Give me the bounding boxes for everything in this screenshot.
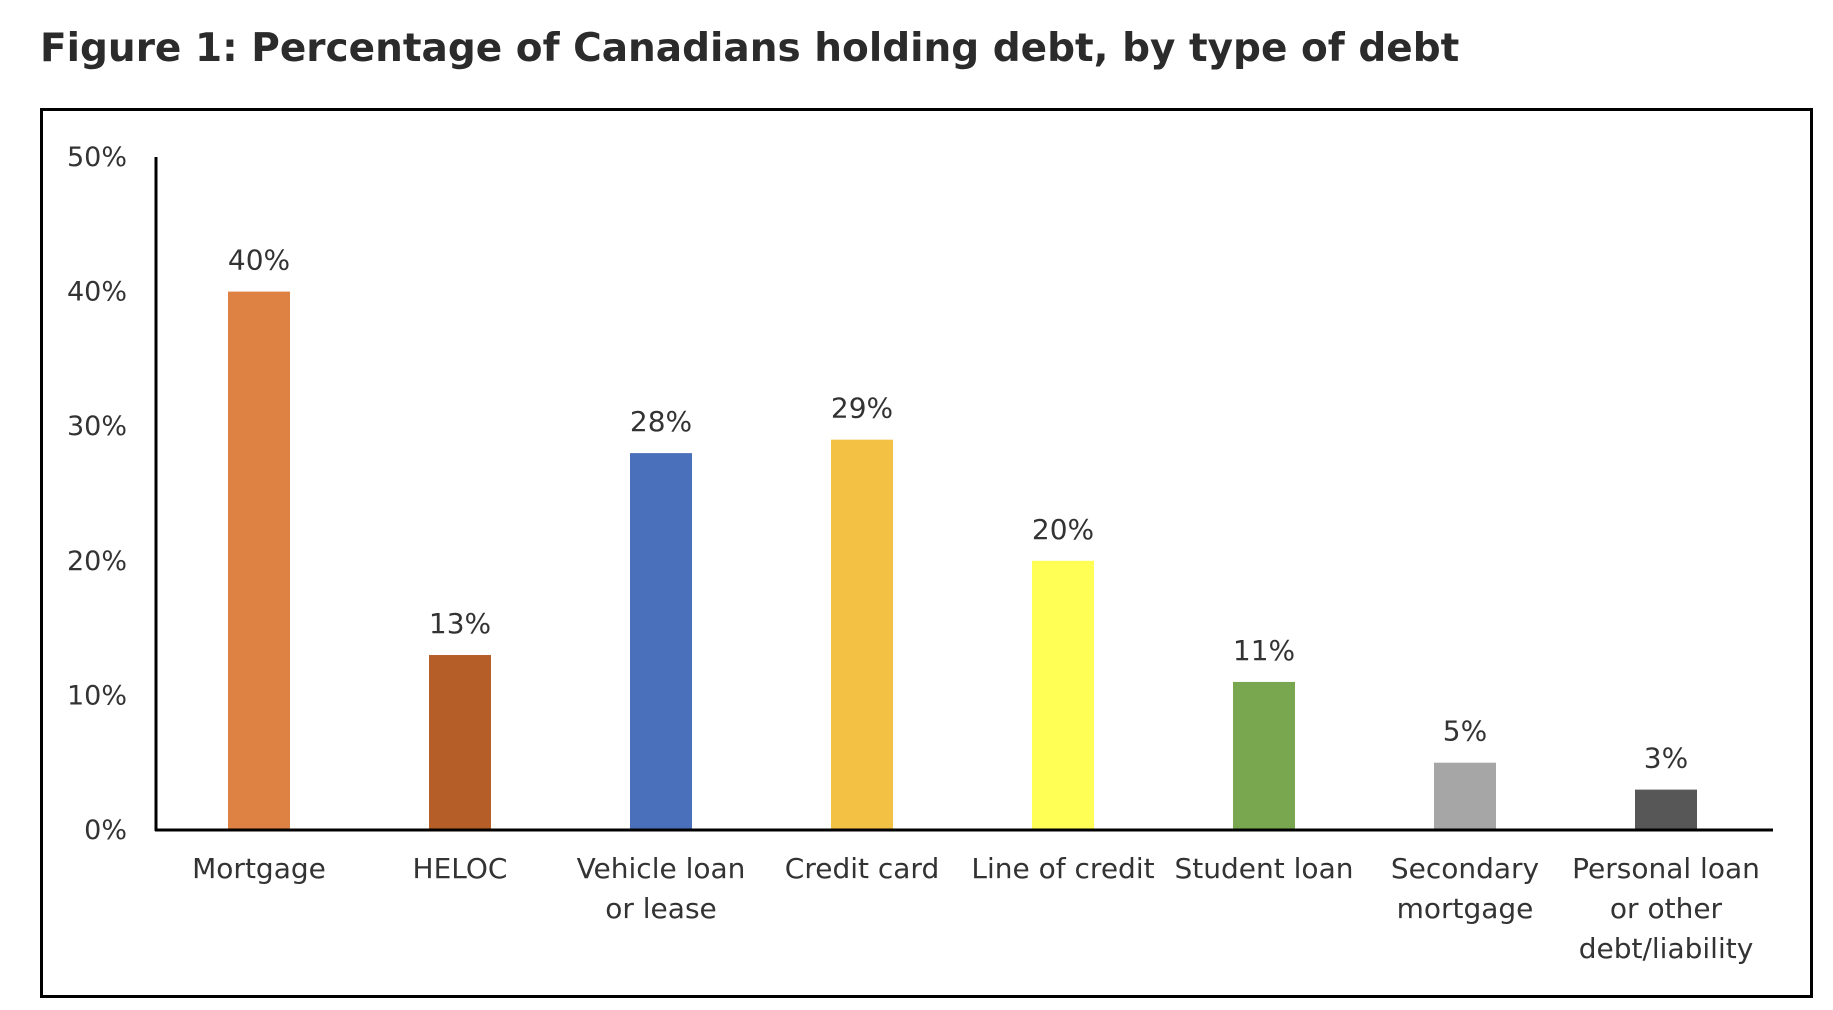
bar [228,291,290,831]
data-label: 5% [1443,715,1487,748]
y-tick-label: 40% [67,277,127,308]
x-tick-label: HELOC [413,852,508,885]
bar [429,655,491,830]
x-tick-label: Student loan [1175,852,1354,885]
x-tick-label: Secondary mortgage [1391,852,1539,925]
data-label: 28% [630,405,692,438]
data-label: 11% [1233,634,1295,667]
data-label: 29% [831,392,893,425]
data-labels: 40% 13% 28% 29% 20% 11% 5% 3% [228,244,1688,775]
data-label: 3% [1644,742,1688,775]
x-tick-label: Personal loan or other debt/liability [1572,852,1760,965]
y-axis-ticks: 0% 10% 20% 30% 40% 50% [67,142,127,846]
bar [1233,681,1295,830]
x-axis-labels: Mortgage HELOC Vehicle loan or lease Credit … [192,852,1760,965]
x-tick-label: Vehicle loan or lease [577,852,746,925]
data-label: 40% [228,244,290,277]
y-tick-label: 50% [67,142,127,173]
chart-frame: 0% 10% 20% 30% 40% 50% 40% 13% 28% 29% 20% 11% 5% 3%… [40,108,1813,998]
bar [831,439,893,830]
figure-title: Figure 1: Percentage of Canadians holdin… [40,26,1460,71]
x-tick-label: Mortgage [192,852,326,885]
bar [1032,560,1094,830]
bar [630,453,692,830]
y-tick-label: 20% [67,546,127,577]
data-label: 20% [1032,513,1094,546]
bar [1434,762,1496,830]
y-tick-label: 10% [67,680,127,711]
x-tick-label: Credit card [785,852,939,885]
x-tick-label: Line of credit [971,852,1154,885]
y-tick-label: 0% [84,815,127,846]
bar [1635,789,1697,830]
data-label: 13% [429,607,491,640]
bar-chart: 0% 10% 20% 30% 40% 50% 40% 13% 28% 29% 20% 11% 5% 3%… [67,142,1773,965]
y-tick-label: 30% [67,411,127,442]
bars [228,291,1697,831]
